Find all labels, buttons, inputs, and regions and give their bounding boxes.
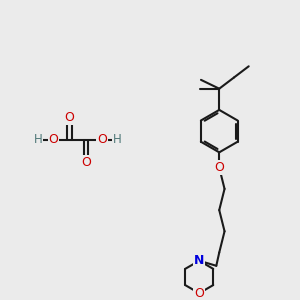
Text: H: H: [34, 134, 42, 146]
Text: O: O: [97, 134, 107, 146]
Text: H: H: [113, 134, 122, 146]
Text: O: O: [48, 134, 58, 146]
Text: O: O: [214, 161, 224, 174]
Text: O: O: [64, 111, 74, 124]
Text: O: O: [194, 287, 204, 300]
Text: O: O: [81, 156, 91, 169]
Text: N: N: [194, 254, 204, 267]
